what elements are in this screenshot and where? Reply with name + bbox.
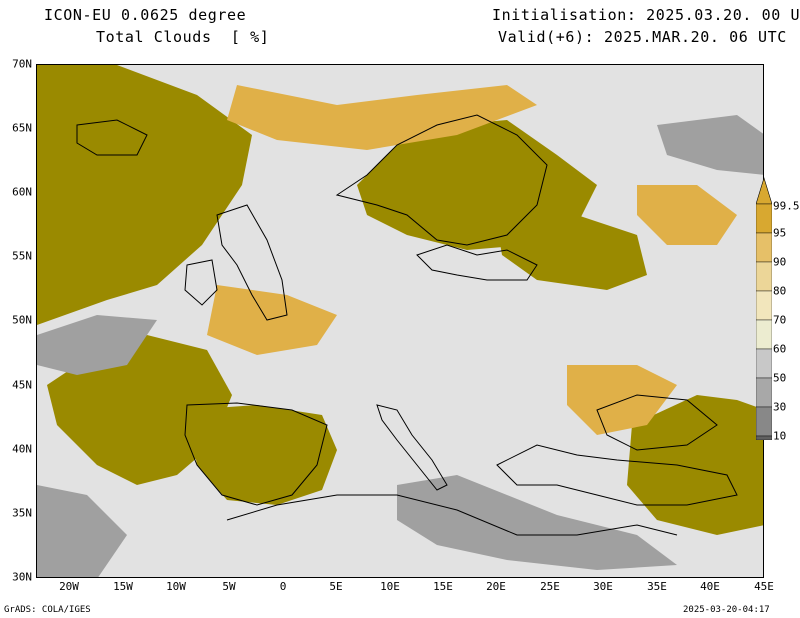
- cloud-atlantic-north: [37, 65, 252, 325]
- lon-label: 15E: [433, 580, 453, 593]
- coast-italy: [376, 404, 448, 491]
- coast-baltic: [416, 244, 538, 281]
- cloud-mid-band-2: [37, 315, 157, 375]
- colorbar-swatch-95: [756, 232, 772, 263]
- colorbar-tick: 99.5: [773, 199, 800, 213]
- colorbar-swatch-90: [756, 261, 772, 292]
- cloud-mid-band-4: [37, 485, 127, 577]
- coast-iceland: [76, 119, 148, 156]
- colorbar-tick: 50: [773, 371, 787, 385]
- cloud-iberia: [187, 405, 337, 505]
- cloud-baltic-east: [497, 215, 647, 290]
- colorbar-swatch-30: [756, 406, 772, 437]
- lon-label: 20E: [486, 580, 506, 593]
- footer-credit: GrADS: COLA/IGES: [4, 605, 91, 615]
- colorbar-swatch-99-5: [756, 203, 772, 234]
- colorbar-swatches: [756, 176, 772, 440]
- lon-label: 25E: [540, 580, 560, 593]
- lat-label: 35N: [12, 506, 32, 520]
- lon-label: 10W: [166, 580, 186, 593]
- colorbar-swatch-60: [756, 348, 772, 379]
- lat-label: 50N: [12, 313, 32, 327]
- cloud-high-band-1: [227, 85, 537, 150]
- lat-label: 40N: [12, 442, 32, 456]
- coastlines: [76, 114, 738, 536]
- cloud-mid-band-3: [657, 115, 763, 175]
- colorbar-tick: 60: [773, 342, 787, 356]
- field-title: Total Clouds [ %]: [96, 28, 270, 46]
- lat-label: 30N: [12, 570, 32, 584]
- cloud-scandinavia: [357, 120, 597, 250]
- valid-time: Valid(+6): 2025.MAR.20. 06 UTC: [498, 28, 787, 46]
- colorbar-tick: 80: [773, 284, 787, 298]
- cloud-turkey: [627, 395, 763, 535]
- cloud-cover-map: [36, 64, 764, 578]
- lon-label: 45E: [754, 580, 774, 593]
- lon-label: 30E: [593, 580, 613, 593]
- lat-label: 65N: [12, 121, 32, 135]
- cloud-high-band-4: [637, 185, 737, 245]
- lon-label: 5E: [329, 580, 343, 593]
- lon-label: 20W: [59, 580, 79, 593]
- map-canvas: [37, 65, 763, 577]
- cloud-layer: [37, 65, 763, 577]
- coast-greece-turkey: [496, 444, 738, 506]
- lon-label: 0: [279, 580, 287, 593]
- coast-british-isles: [216, 204, 288, 321]
- lon-label: 40E: [700, 580, 720, 593]
- coast-mediterranean-south: [226, 494, 678, 536]
- coast-black-sea: [596, 394, 718, 451]
- colorbar-swatch-80: [756, 290, 772, 321]
- colorbar-swatch-10: [756, 435, 772, 440]
- colorbar-tick: 90: [773, 255, 787, 269]
- coast-iberia: [184, 402, 328, 506]
- cloud-high-band-2: [207, 285, 337, 355]
- colorbar-swatch-70: [756, 319, 772, 350]
- init-time: Initialisation: 2025.03.20. 00 UTC: [492, 6, 800, 24]
- colorbar-tick: 95: [773, 226, 787, 240]
- lat-label: 70N: [12, 57, 32, 71]
- lat-label: 55N: [12, 249, 32, 263]
- colorbar-swatch-50: [756, 377, 772, 408]
- coast-scandinavia: [335, 114, 548, 246]
- lat-label: 45N: [12, 378, 32, 392]
- cloud-high-band-3: [567, 365, 677, 435]
- colorbar-tick: 30: [773, 400, 787, 414]
- lat-label: 60N: [12, 185, 32, 199]
- coast-ireland: [184, 259, 218, 306]
- colorbar-tick: 70: [773, 313, 787, 327]
- colorbar-arrow: [756, 176, 772, 205]
- model-title: ICON-EU 0.0625 degree: [44, 6, 247, 24]
- lon-label: 10E: [380, 580, 400, 593]
- lon-label: 15W: [113, 580, 133, 593]
- cloud-mid-band-1: [397, 475, 677, 570]
- lon-label: 35E: [647, 580, 667, 593]
- colorbar-tick: 10: [773, 429, 787, 443]
- footer-timestamp: 2025-03-20-04:17: [683, 605, 770, 615]
- cloud-atlantic-south: [47, 335, 232, 485]
- lon-label: 5W: [222, 580, 236, 593]
